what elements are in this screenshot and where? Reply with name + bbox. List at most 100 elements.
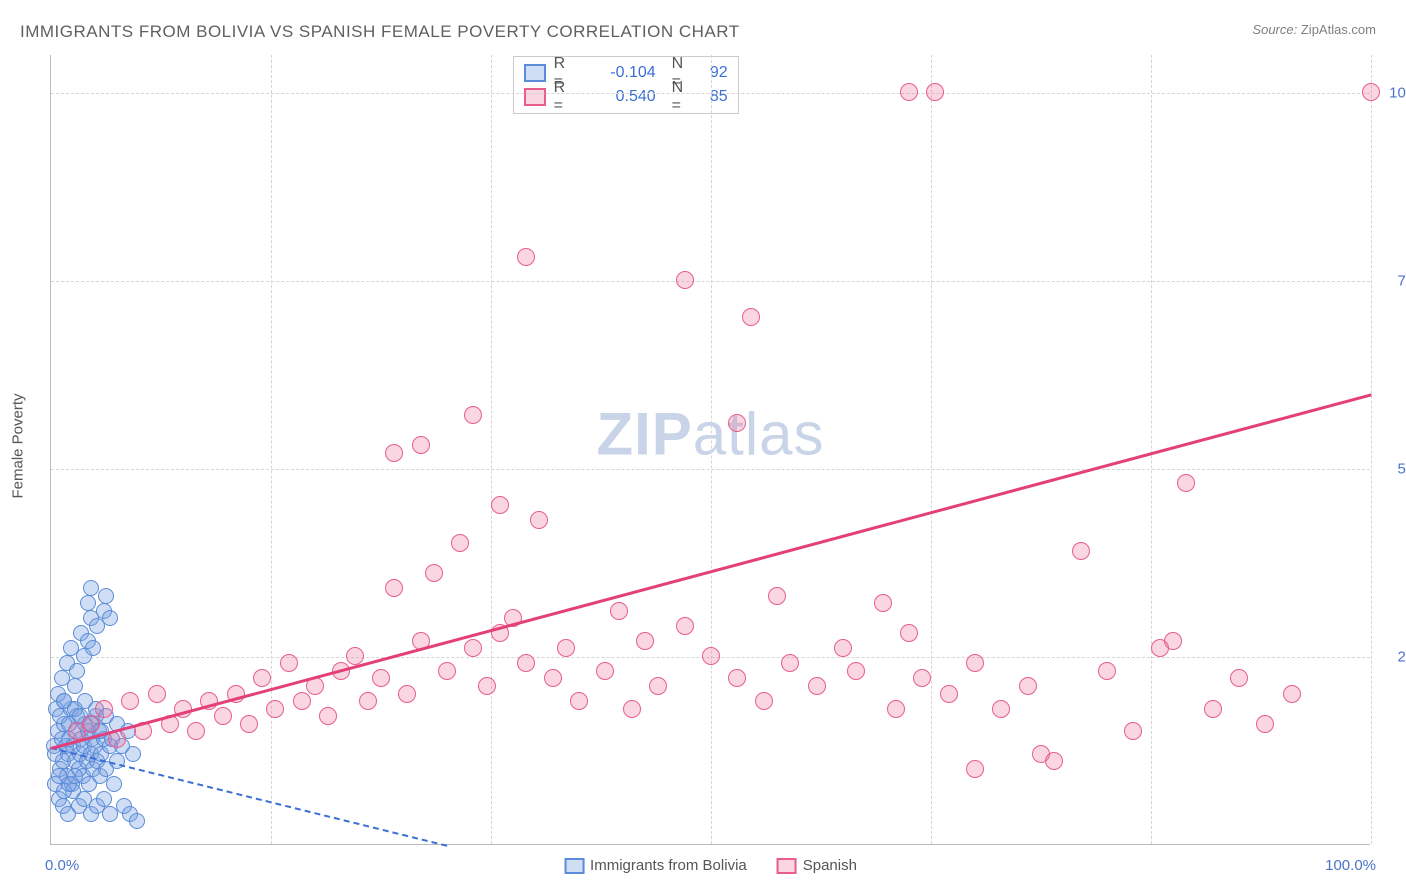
scatter-point (187, 722, 205, 740)
scatter-point (1072, 542, 1090, 560)
scatter-point (372, 669, 390, 687)
scatter-point (728, 669, 746, 687)
source-value: ZipAtlas.com (1301, 22, 1376, 37)
scatter-point (992, 700, 1010, 718)
series-legend: Immigrants from Bolivia Spanish (564, 857, 857, 874)
scatter-point (266, 700, 284, 718)
legend-series-name: Immigrants from Bolivia (590, 857, 747, 874)
correlation-legend: R =-0.104N =92R =0.540N =85 (513, 56, 739, 114)
legend-swatch (564, 858, 584, 874)
scatter-point (129, 813, 145, 829)
legend-swatch (777, 858, 797, 874)
scatter-point (1283, 685, 1301, 703)
scatter-point (95, 700, 113, 718)
scatter-point (1045, 752, 1063, 770)
scatter-point (1362, 83, 1380, 101)
scatter-point (610, 602, 628, 620)
scatter-point (676, 271, 694, 289)
scatter-point (85, 640, 101, 656)
gridline-vertical (271, 55, 272, 844)
scatter-point (96, 791, 112, 807)
n-value: 92 (698, 64, 728, 82)
scatter-point (293, 692, 311, 710)
scatter-point (82, 715, 100, 733)
plot-area: ZIPatlas R =-0.104N =92R =0.540N =85 0.0… (50, 55, 1370, 845)
legend-series-name: Spanish (803, 857, 857, 874)
scatter-point (913, 669, 931, 687)
scatter-point (636, 632, 654, 650)
scatter-point (728, 414, 746, 432)
scatter-point (676, 617, 694, 635)
scatter-point (1256, 715, 1274, 733)
x-tick-min: 0.0% (45, 857, 79, 874)
legend-swatch (524, 88, 546, 106)
scatter-point (847, 662, 865, 680)
gridline-vertical (711, 55, 712, 844)
scatter-point (834, 639, 852, 657)
scatter-point (1164, 632, 1182, 650)
y-tick-label: 100.0% (1380, 84, 1406, 101)
scatter-point (517, 654, 535, 672)
scatter-point (623, 700, 641, 718)
gridline-vertical (1151, 55, 1152, 844)
scatter-point (874, 594, 892, 612)
scatter-point (702, 647, 720, 665)
scatter-point (544, 669, 562, 687)
scatter-point (80, 595, 96, 611)
n-value: 85 (698, 88, 728, 106)
scatter-point (451, 534, 469, 552)
scatter-point (346, 647, 364, 665)
gridline-vertical (1371, 55, 1372, 844)
scatter-point (478, 677, 496, 695)
scatter-point (67, 678, 83, 694)
r-label: R = (554, 79, 578, 115)
r-value: -0.104 (586, 64, 656, 82)
scatter-point (398, 685, 416, 703)
source-label: Source: (1252, 22, 1297, 37)
scatter-point (98, 588, 114, 604)
scatter-point (517, 248, 535, 266)
scatter-point (781, 654, 799, 672)
scatter-point (412, 436, 430, 454)
legend-item: Spanish (777, 857, 857, 874)
scatter-point (557, 639, 575, 657)
scatter-point (464, 639, 482, 657)
scatter-point (385, 579, 403, 597)
source-attribution: Source: ZipAtlas.com (1252, 22, 1376, 37)
scatter-point (900, 624, 918, 642)
scatter-point (121, 692, 139, 710)
n-label: N = (672, 79, 690, 115)
scatter-point (940, 685, 958, 703)
r-value: 0.540 (586, 88, 656, 106)
scatter-point (1230, 669, 1248, 687)
scatter-point (106, 776, 122, 792)
scatter-point (491, 496, 509, 514)
scatter-point (530, 511, 548, 529)
scatter-point (464, 406, 482, 424)
scatter-point (438, 662, 456, 680)
scatter-point (319, 707, 337, 725)
legend-item: Immigrants from Bolivia (564, 857, 747, 874)
scatter-point (570, 692, 588, 710)
scatter-point (966, 760, 984, 778)
chart-title: IMMIGRANTS FROM BOLIVIA VS SPANISH FEMAL… (20, 22, 740, 42)
scatter-point (1019, 677, 1037, 695)
scatter-point (966, 654, 984, 672)
scatter-point (926, 83, 944, 101)
gridline-vertical (931, 55, 932, 844)
y-axis-label: Female Poverty (10, 393, 27, 498)
scatter-point (649, 677, 667, 695)
x-tick-max: 100.0% (1325, 857, 1376, 874)
scatter-point (1177, 474, 1195, 492)
scatter-point (125, 746, 141, 762)
y-tick-label: 75.0% (1380, 272, 1406, 289)
scatter-point (67, 768, 83, 784)
scatter-point (755, 692, 773, 710)
scatter-point (1098, 662, 1116, 680)
scatter-point (253, 669, 271, 687)
scatter-point (102, 610, 118, 626)
scatter-point (69, 663, 85, 679)
scatter-point (359, 692, 377, 710)
scatter-point (900, 83, 918, 101)
scatter-point (148, 685, 166, 703)
